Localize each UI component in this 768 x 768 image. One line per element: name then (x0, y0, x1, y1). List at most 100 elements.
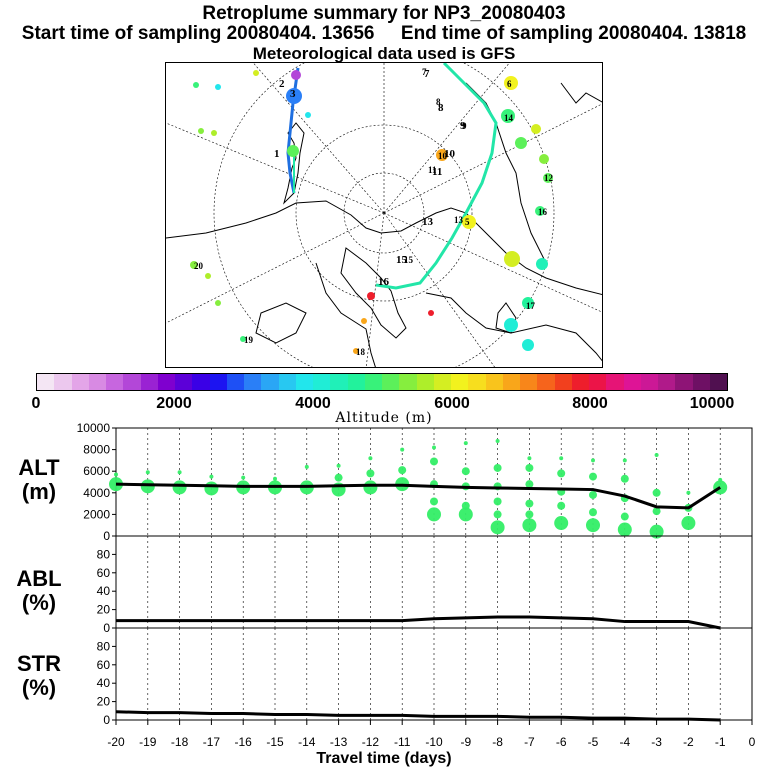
colorbar-swatch (278, 374, 296, 390)
right-trajectory-track (375, 63, 498, 290)
map-marker (504, 251, 520, 267)
y-tick-label: 80 (97, 639, 111, 653)
cluster-point (557, 469, 566, 478)
map-marker (190, 261, 198, 269)
map-marker (205, 273, 211, 279)
map-day-label: 19 (244, 335, 254, 345)
map-day-label: 14 (504, 113, 514, 123)
map-day-label: 1 (274, 148, 280, 160)
cluster-point (400, 447, 405, 452)
x-tick-label: -10 (425, 735, 443, 749)
colorbar-swatch (571, 374, 589, 390)
map-marker (522, 297, 534, 309)
x-tick-label: -14 (298, 735, 316, 749)
colorbar-swatch (433, 374, 451, 390)
cluster-point (652, 507, 661, 516)
cluster-point (398, 466, 407, 475)
x-axis-title: Travel time (days) (316, 750, 452, 767)
x-tick-label: -19 (139, 735, 157, 749)
colorbar-swatch (330, 374, 348, 390)
colorbar-swatch (157, 374, 175, 390)
map-marker (501, 109, 515, 123)
map-marker (353, 348, 359, 354)
map-marker (211, 130, 217, 136)
cluster-point (591, 458, 595, 463)
cluster-point (177, 470, 182, 475)
cluster-point (458, 507, 473, 522)
cluster-point (493, 463, 502, 472)
y-tick-label: 0 (103, 713, 110, 727)
colorbar-swatch (589, 374, 607, 390)
chart-title: Retroplume summary for NP3_20080403 (202, 3, 566, 24)
x-tick-label: -4 (619, 735, 630, 749)
cluster-point (620, 512, 629, 521)
map-marker (522, 339, 534, 351)
map-day-label: 3 (290, 88, 296, 100)
x-tick-label: -12 (362, 735, 380, 749)
map-marker (428, 310, 434, 316)
polar-map: 1235678910111213141516171819207891011131… (166, 63, 602, 367)
cluster-point (589, 508, 597, 517)
colorbar-swatch (54, 374, 72, 390)
colorbar-swatch (640, 374, 658, 390)
x-tick-label: -20 (107, 735, 125, 749)
cluster-point (559, 456, 564, 461)
map-day-label: 5 (465, 217, 470, 227)
x-tick-label: -6 (556, 735, 567, 749)
colorbar-swatch (37, 374, 55, 390)
cluster-point (525, 463, 534, 472)
map-day-label: 12 (544, 173, 554, 183)
x-tick-label: -7 (524, 735, 535, 749)
y-tick-label: 40 (97, 584, 111, 598)
colorbar-tick: 10000 (689, 395, 735, 412)
x-tick-label: -17 (203, 735, 221, 749)
str-panel-label: STR (%) (4, 652, 74, 700)
x-tick-label: -13 (330, 735, 348, 749)
map-day-label: 15 (404, 255, 414, 265)
map-track-label: 15 (396, 254, 408, 266)
map-marker (436, 149, 448, 161)
abl-panel-label: ABL (%) (4, 567, 74, 615)
cluster-point (140, 479, 155, 494)
colorbar-swatch (537, 374, 555, 390)
cluster-point (652, 488, 661, 497)
map-marker (305, 112, 311, 118)
cluster-point (209, 474, 214, 479)
cluster-point (586, 518, 600, 533)
cluster-point (525, 480, 534, 489)
abl-label-line1: ABL (16, 566, 62, 591)
map-marker (291, 70, 301, 80)
map-marker (198, 128, 204, 134)
colorbar-swatch (520, 374, 538, 390)
y-tick-label: 60 (97, 566, 111, 580)
cluster-point (522, 518, 537, 533)
map-day-label: 20 (194, 261, 204, 271)
map-day-label: 16 (538, 207, 548, 217)
cluster-point (368, 456, 373, 461)
colorbar-swatch (451, 374, 469, 390)
map-track-label: 7 (424, 68, 430, 80)
map-marker (462, 215, 476, 229)
map-day-label: 9 (462, 121, 467, 131)
colorbar-tick: 6000 (434, 395, 470, 412)
colorbar-swatch (382, 374, 400, 390)
map-day-label: 10 (438, 151, 448, 161)
x-tick-label: -1 (715, 735, 726, 749)
cluster-point (718, 477, 723, 482)
y-tick-label: 40 (97, 676, 111, 690)
colorbar-swatch (244, 374, 262, 390)
map-day-label: 11 (428, 165, 437, 175)
map-marker (215, 300, 221, 306)
colorbar-swatch (88, 374, 106, 390)
colorbar-swatch (71, 374, 89, 390)
colorbar-swatch (692, 374, 710, 390)
map-marker (215, 84, 221, 90)
map-day-label: 7 (422, 67, 427, 77)
abl-mean-line (116, 615, 721, 630)
map-track-label: 16 (378, 276, 390, 288)
colorbar-tick: 4000 (295, 395, 331, 412)
colorbar-swatch (658, 374, 676, 390)
map-track-label: 11 (432, 166, 442, 178)
cluster-point (430, 497, 438, 506)
